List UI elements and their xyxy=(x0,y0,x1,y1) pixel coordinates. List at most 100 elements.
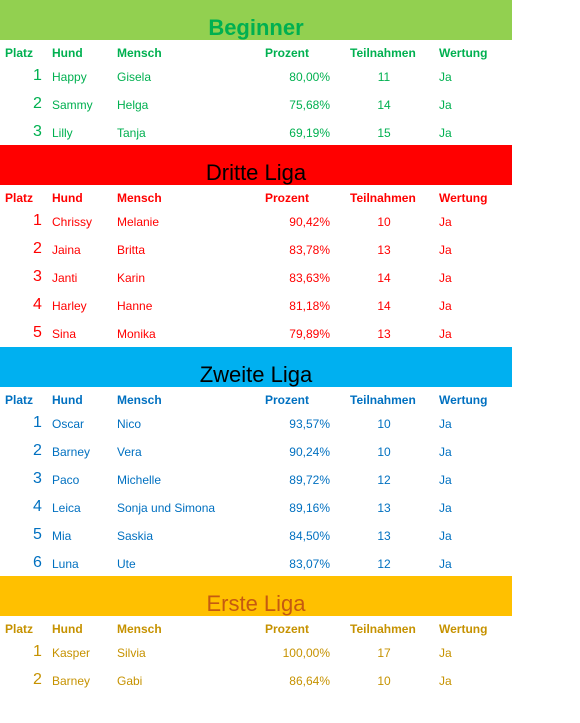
section-zweite-liga: Zweite Liga Platz Hund Mensch Prozent Teilnah… xyxy=(0,347,512,585)
percentage: 79,89% xyxy=(289,327,330,341)
section-dritte-liga: Dritte Liga Platz Hund Mensch Prozent Teilnah… xyxy=(0,145,512,355)
dog-name: Janti xyxy=(52,271,78,285)
table-row: 1 Chrissy Melanie 90,42% 10 Ja xyxy=(0,212,512,235)
dog-name: Luna xyxy=(52,557,79,571)
human-name: Monika xyxy=(117,327,156,341)
section-title: Zweite Liga xyxy=(199,362,313,387)
human-name: Melanie xyxy=(117,215,160,229)
rank: 2 xyxy=(33,442,42,459)
percentage: 100,00% xyxy=(282,646,330,660)
dog-name: Kasper xyxy=(52,646,91,660)
rating: Ja xyxy=(439,243,452,257)
human-name: Karin xyxy=(117,271,146,285)
column-header-wertung: Wertung xyxy=(439,46,488,60)
human-name: Vera xyxy=(117,445,142,459)
column-header-row: Platz Hund Mensch Prozent Teilnahmen Wertung xyxy=(0,393,512,411)
rank: 3 xyxy=(33,123,42,140)
column-header-mensch: Mensch xyxy=(117,622,162,636)
column-header-platz: Platz xyxy=(5,622,34,636)
rating: Ja xyxy=(439,529,452,543)
rank: 1 xyxy=(33,414,42,431)
dog-name: Barney xyxy=(52,674,91,688)
human-name: Tanja xyxy=(117,126,146,140)
percentage: 81,18% xyxy=(289,299,330,313)
percentage: 83,63% xyxy=(289,271,330,285)
dog-name: Chrissy xyxy=(52,215,93,229)
rating: Ja xyxy=(439,674,452,688)
table-row: 6 Luna Ute 83,07% 12 Ja xyxy=(0,554,512,577)
rank: 2 xyxy=(33,240,42,257)
table-row: 4 Harley Hanne 81,18% 14 Ja xyxy=(0,296,512,319)
rank: 2 xyxy=(33,95,42,112)
rating: Ja xyxy=(439,70,452,84)
participations: 10 xyxy=(377,445,391,459)
column-header-teilnahmen: Teilnahmen xyxy=(350,622,416,636)
percentage: 84,50% xyxy=(289,529,330,543)
section-banner: Zweite Liga xyxy=(0,347,512,387)
percentage: 83,78% xyxy=(289,243,330,257)
dog-name: Jaina xyxy=(52,243,81,257)
human-name: Helga xyxy=(117,98,149,112)
participations: 13 xyxy=(377,529,391,543)
participations: 13 xyxy=(377,327,391,341)
dog-name: Lilly xyxy=(52,126,73,140)
rank: 2 xyxy=(33,671,42,688)
rank: 5 xyxy=(33,324,42,341)
table-row: 4 Leica Sonja und Simona 89,16% 13 Ja xyxy=(0,498,512,521)
rank: 1 xyxy=(33,67,42,84)
column-header-row: Platz Hund Mensch Prozent Teilnahmen Wertung xyxy=(0,191,512,209)
rating: Ja xyxy=(439,327,452,341)
rating: Ja xyxy=(439,501,452,515)
participations: 10 xyxy=(377,674,391,688)
rating: Ja xyxy=(439,445,452,459)
table-row: 3 Paco Michelle 89,72% 12 Ja xyxy=(0,470,512,493)
table-row: 1 Happy Gisela 80,00% 11 Ja xyxy=(0,67,512,90)
column-header-wertung: Wertung xyxy=(439,393,488,407)
rating: Ja xyxy=(439,215,452,229)
participations: 15 xyxy=(377,126,391,140)
table-row: 2 Barney Vera 90,24% 10 Ja xyxy=(0,442,512,465)
participations: 12 xyxy=(377,557,391,571)
column-header-teilnahmen: Teilnahmen xyxy=(350,393,416,407)
column-header-mensch: Mensch xyxy=(117,191,162,205)
table-row: 1 Oscar Nico 93,57% 10 Ja xyxy=(0,414,512,437)
participations: 14 xyxy=(377,271,391,285)
dog-name: Mia xyxy=(52,529,72,543)
rating: Ja xyxy=(439,473,452,487)
column-header-prozent: Prozent xyxy=(265,46,310,60)
column-header-teilnahmen: Teilnahmen xyxy=(350,46,416,60)
rating: Ja xyxy=(439,557,452,571)
dog-name: Oscar xyxy=(52,417,85,431)
table-row: 2 Sammy Helga 75,68% 14 Ja xyxy=(0,95,512,118)
rating: Ja xyxy=(439,299,452,313)
rating: Ja xyxy=(439,417,452,431)
section-title: Beginner xyxy=(208,15,304,40)
human-name: Gabi xyxy=(117,674,143,688)
section-beginner: Beginner Platz Hund Mensch Prozent Teilnahmen… xyxy=(0,0,512,154)
participations: 17 xyxy=(377,646,391,660)
human-name: Hanne xyxy=(117,299,153,313)
column-header-hund: Hund xyxy=(52,46,83,60)
table-row: 3 Janti Karin 83,63% 14 Ja xyxy=(0,268,512,291)
column-header-hund: Hund xyxy=(52,622,83,636)
column-header-mensch: Mensch xyxy=(117,46,162,60)
section-banner: Erste Liga xyxy=(0,576,512,616)
section-title: Dritte Liga xyxy=(205,160,307,185)
human-name: Gisela xyxy=(117,70,152,84)
rank: 6 xyxy=(33,554,42,571)
column-header-teilnahmen: Teilnahmen xyxy=(350,191,416,205)
rank: 5 xyxy=(33,526,42,543)
rating: Ja xyxy=(439,98,452,112)
percentage: 89,72% xyxy=(289,473,330,487)
rank: 4 xyxy=(33,296,42,313)
column-header-row: Platz Hund Mensch Prozent Teilnahmen Wertung xyxy=(0,622,512,640)
participations: 11 xyxy=(377,70,391,84)
column-header-prozent: Prozent xyxy=(265,393,310,407)
section-banner: Beginner xyxy=(0,0,512,40)
rank: 3 xyxy=(33,268,42,285)
participations: 12 xyxy=(377,473,391,487)
dog-name: Leica xyxy=(52,501,81,515)
table-row: 5 Sina Monika 79,89% 13 Ja xyxy=(0,324,512,347)
percentage: 83,07% xyxy=(289,557,330,571)
table-row: 5 Mia Saskia 84,50% 13 Ja xyxy=(0,526,512,549)
